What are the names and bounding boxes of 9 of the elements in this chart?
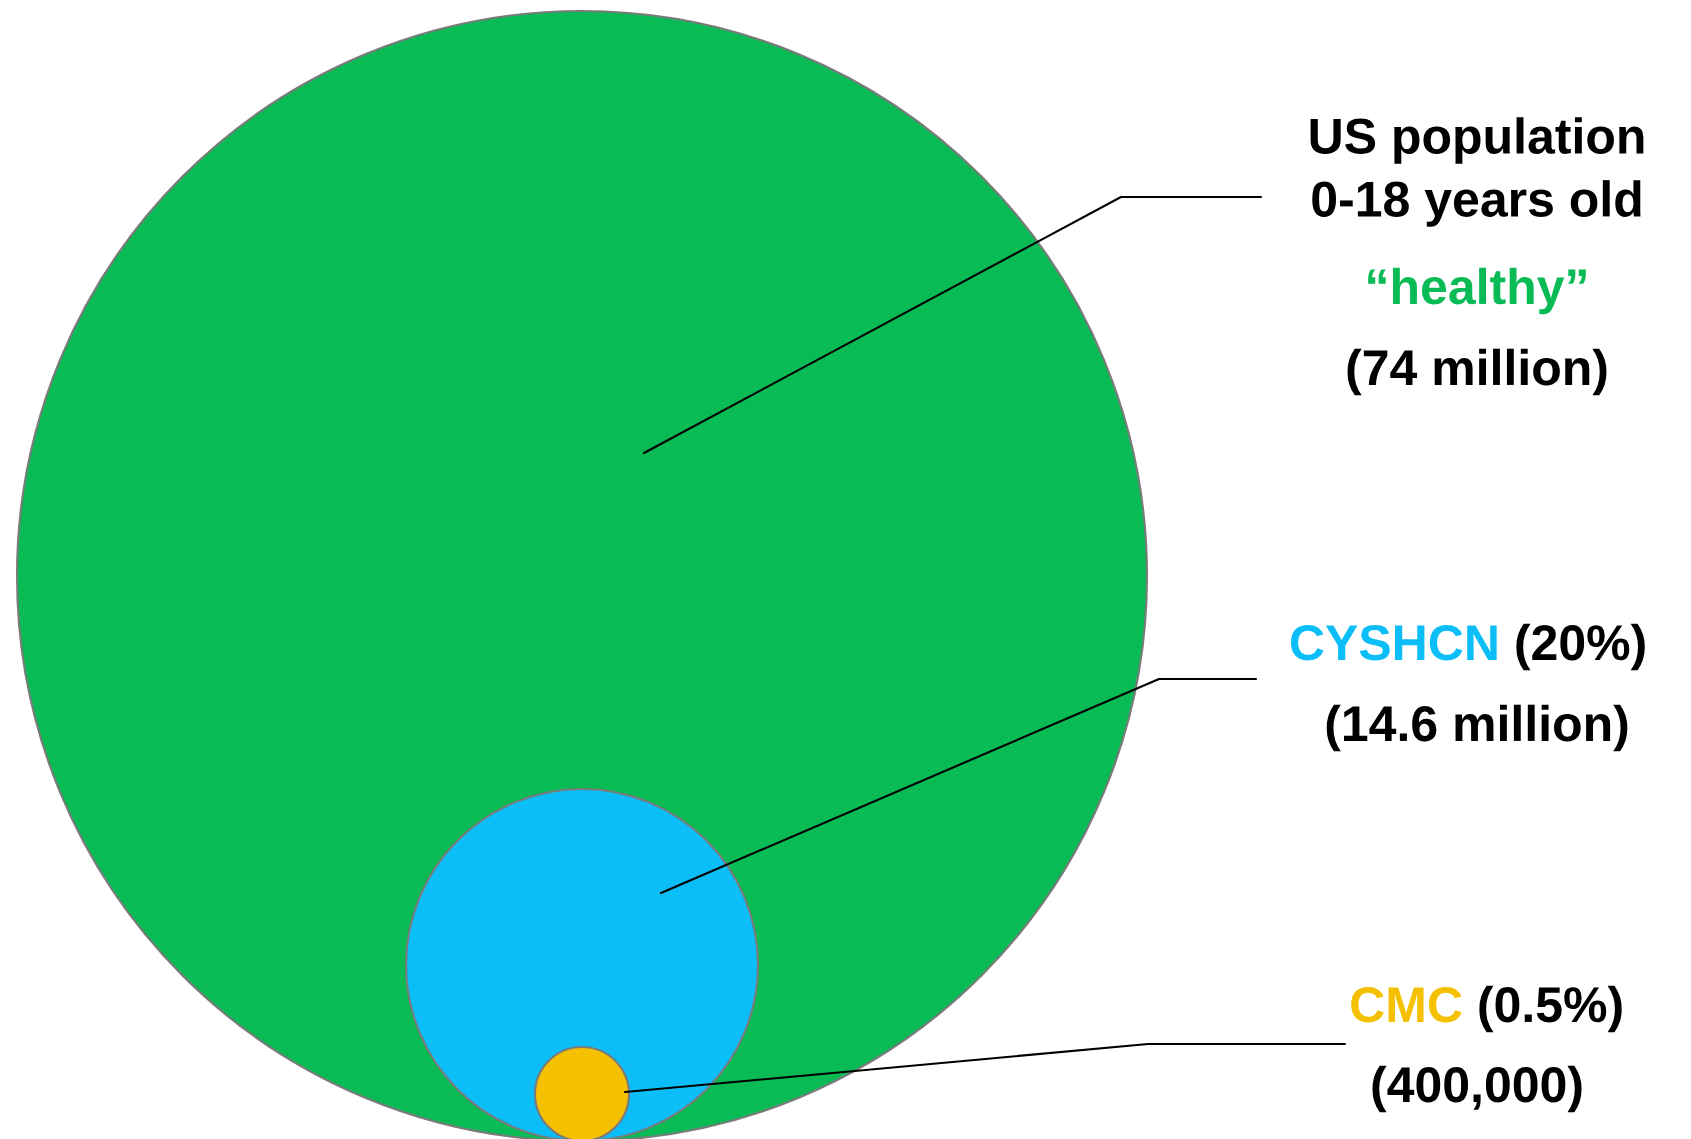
text: (0.5%) (1479, 985, 1622, 1033)
text: US population 0-18 years old (1310, 117, 1644, 227)
category-label: “healthy” (1368, 267, 1586, 315)
category-label: CMC (1351, 987, 1462, 1023)
category-label: CYSHCN (1290, 625, 1497, 661)
text: (20%) (1516, 623, 1645, 671)
data-label: (14.6 million) (1326, 704, 1628, 752)
data-label: (74 million) (1347, 348, 1607, 396)
data-label: (400,000) (1372, 1065, 1582, 1113)
